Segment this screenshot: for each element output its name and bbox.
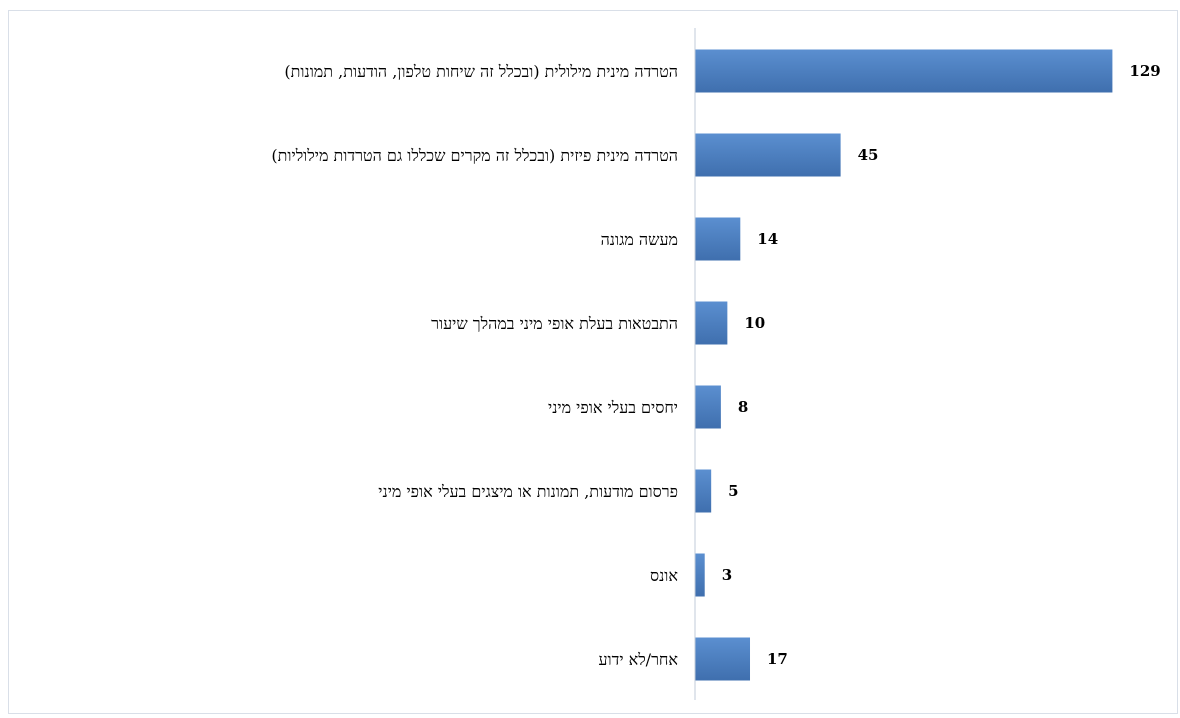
value-label-0: 129: [1129, 62, 1160, 80]
bar-0: [695, 49, 1113, 93]
value-label-4: 8: [738, 398, 748, 416]
bar-6: [695, 553, 705, 597]
category-label-2: מעשה מגונה: [600, 229, 678, 249]
category-label-0: הטרדה מינית מילולית (ובכלל זה שיחות טלפו…: [284, 61, 678, 81]
bar-4: [695, 385, 721, 429]
value-label-3: 10: [744, 314, 765, 332]
category-label-4: יחסים בעלי אופי מיני: [548, 397, 678, 417]
chart-frame: [8, 10, 1178, 714]
value-label-5: 5: [728, 482, 738, 500]
category-label-5: פרסום מודעות, תמונות או מיצגים בעלי אופי…: [378, 481, 678, 501]
value-label-1: 45: [858, 146, 879, 164]
bar-3: [695, 301, 728, 345]
category-label-7: אחר/לא ידוע: [598, 649, 678, 669]
value-label-2: 14: [757, 230, 778, 248]
category-label-1: הטרדה מינית פיזית (ובכלל זה מקרים שכללו …: [271, 145, 678, 165]
category-label-6: אונס: [650, 565, 678, 585]
value-label-6: 3: [722, 566, 732, 584]
value-label-7: 17: [767, 650, 788, 668]
bar-7: [695, 637, 751, 681]
bar-2: [695, 217, 741, 261]
category-label-3: התבטאות בעלת אופי מיני במהלך שיעור: [431, 313, 678, 333]
bar-1: [695, 133, 841, 177]
bar-5: [695, 469, 712, 513]
